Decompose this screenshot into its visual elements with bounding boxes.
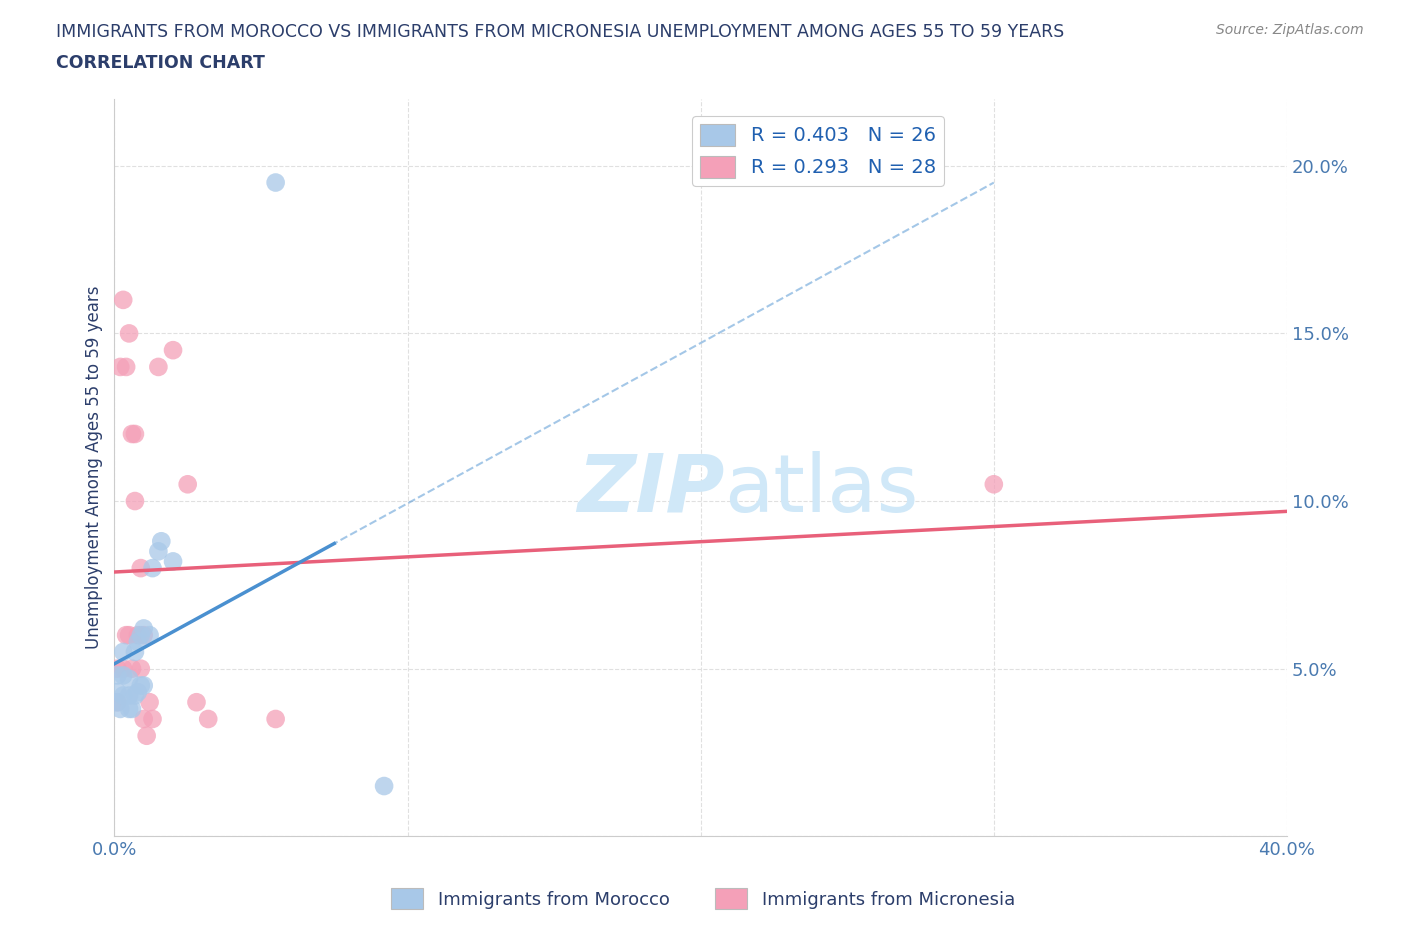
Point xyxy=(127,684,149,699)
Point xyxy=(110,360,132,375)
Point xyxy=(186,695,208,710)
Point xyxy=(127,634,149,649)
Point xyxy=(124,494,146,509)
Point xyxy=(141,561,163,576)
Text: IMMIGRANTS FROM MOROCCO VS IMMIGRANTS FROM MICRONESIA UNEMPLOYMENT AMONG AGES 55: IMMIGRANTS FROM MOROCCO VS IMMIGRANTS FR… xyxy=(56,23,1064,41)
Point xyxy=(129,561,152,576)
Legend: R = 0.403   N = 26, R = 0.293   N = 28: R = 0.403 N = 26, R = 0.293 N = 28 xyxy=(692,116,943,186)
Point xyxy=(112,688,135,703)
Point xyxy=(118,326,141,340)
Point xyxy=(138,695,160,710)
Point xyxy=(118,671,141,686)
Point xyxy=(132,628,155,643)
Point xyxy=(132,711,155,726)
Point xyxy=(112,661,135,676)
Point xyxy=(148,360,170,375)
Point xyxy=(112,668,135,683)
Point xyxy=(150,534,173,549)
Point xyxy=(105,695,128,710)
Y-axis label: Unemployment Among Ages 55 to 59 years: Unemployment Among Ages 55 to 59 years xyxy=(86,286,103,649)
Point xyxy=(141,711,163,726)
Point xyxy=(121,701,143,716)
Point xyxy=(112,292,135,307)
Point xyxy=(264,175,287,190)
Point xyxy=(148,544,170,559)
Point xyxy=(135,728,157,743)
Point xyxy=(124,427,146,442)
Point xyxy=(118,628,141,643)
Point xyxy=(373,778,395,793)
Point xyxy=(121,427,143,442)
Point xyxy=(197,711,219,726)
Point xyxy=(129,678,152,693)
Point xyxy=(176,477,198,492)
Point xyxy=(132,621,155,636)
Point xyxy=(112,644,135,659)
Text: Source: ZipAtlas.com: Source: ZipAtlas.com xyxy=(1216,23,1364,37)
Point xyxy=(162,554,184,569)
Point xyxy=(127,628,149,643)
Point xyxy=(105,661,128,676)
Point xyxy=(124,688,146,703)
Point xyxy=(162,343,184,358)
Point xyxy=(124,644,146,659)
Point xyxy=(129,661,152,676)
Text: atlas: atlas xyxy=(724,451,918,528)
Legend: Immigrants from Morocco, Immigrants from Micronesia: Immigrants from Morocco, Immigrants from… xyxy=(384,881,1022,916)
Point xyxy=(129,628,152,643)
Point xyxy=(983,477,1005,492)
Point xyxy=(138,628,160,643)
Point xyxy=(118,688,141,703)
Point xyxy=(118,701,141,716)
Point xyxy=(105,684,128,699)
Point xyxy=(121,661,143,676)
Point xyxy=(115,628,138,643)
Point xyxy=(105,695,128,710)
Point xyxy=(264,711,287,726)
Point xyxy=(132,678,155,693)
Point xyxy=(105,668,128,683)
Point xyxy=(110,701,132,716)
Text: ZIP: ZIP xyxy=(576,451,724,528)
Text: CORRELATION CHART: CORRELATION CHART xyxy=(56,54,266,72)
Point xyxy=(115,360,138,375)
